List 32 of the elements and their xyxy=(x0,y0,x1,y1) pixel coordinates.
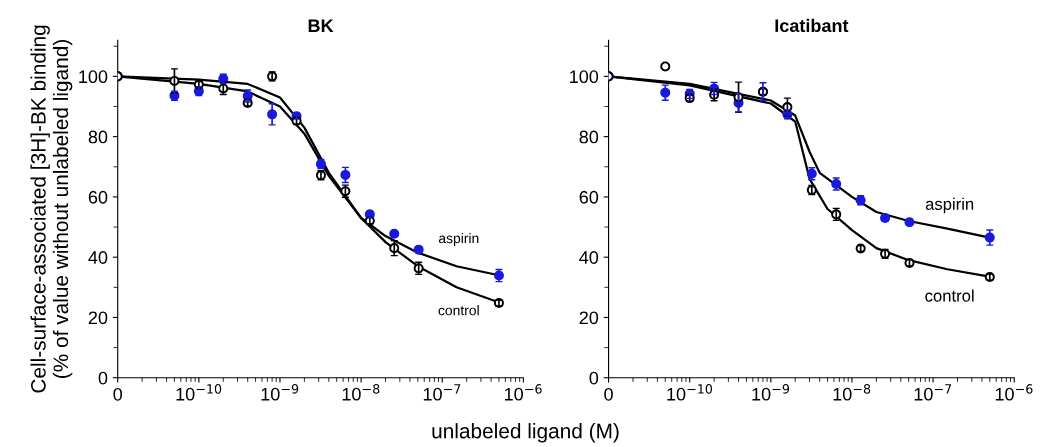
y-axis-title: Cell-surface-associated [3H]-BK binding (% of value without unlabeled ligand) xyxy=(30,25,73,393)
x-tick-label: 10$^{−7}$ xyxy=(914,384,952,401)
x-tick-label: 10$^{−8}$ xyxy=(833,384,871,401)
y-tick-label: 60 xyxy=(88,190,108,204)
y-tick-label: 40 xyxy=(579,251,599,264)
series-label: aspirin xyxy=(925,197,974,214)
y-tick-label: 100 xyxy=(570,70,599,84)
y-tick-label: 100 xyxy=(79,70,108,84)
y-tick-label: 40 xyxy=(88,251,108,264)
chart-title: Icatibant xyxy=(775,18,849,33)
x-tick-label: 10$^{−7}$ xyxy=(423,384,461,401)
series-label: control xyxy=(438,305,479,316)
x-tick-label: 10$^{−8}$ xyxy=(342,384,380,401)
x-tick-label: 0 xyxy=(604,387,613,401)
y-tick-label: 20 xyxy=(579,311,599,325)
x-tick-label: 10$^{−9}$ xyxy=(752,384,790,401)
y-tick-label: 0 xyxy=(98,371,108,385)
series-label: aspirin xyxy=(438,232,479,246)
y-tick-label: 80 xyxy=(579,130,599,144)
y-tick-label: 0 xyxy=(589,371,599,385)
x-tick-label: 10$^{−9}$ xyxy=(261,384,299,401)
y-tick-label: 80 xyxy=(88,130,108,144)
series-label: control xyxy=(925,289,974,302)
chart-title: BK xyxy=(308,19,334,32)
x-axis-title: unlabeled ligand (M) xyxy=(432,423,619,443)
x-tick-label: 10$^{−6}$ xyxy=(995,384,1033,401)
x-tick-label: 10$^{−6}$ xyxy=(504,384,542,401)
x-tick-label: 10$^{−10}$ xyxy=(176,384,222,401)
y-tick-label: 20 xyxy=(88,311,108,325)
x-tick-label: 10$^{−10}$ xyxy=(667,384,713,401)
y-tick-label: 60 xyxy=(579,190,599,204)
x-tick-label: 0 xyxy=(113,387,123,401)
